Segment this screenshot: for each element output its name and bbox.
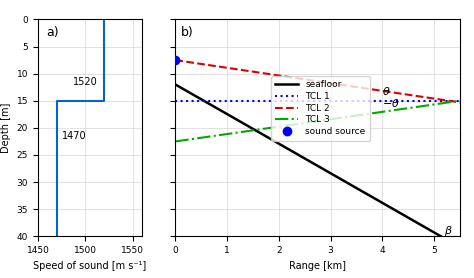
Text: b): b) [181, 26, 194, 39]
Text: $\theta$: $\theta$ [382, 85, 391, 97]
X-axis label: Speed of sound [m s⁻¹]: Speed of sound [m s⁻¹] [34, 260, 146, 270]
Legend: seafloor, TCL 1, TCL 2, TCL 3, sound source: seafloor, TCL 1, TCL 2, TCL 3, sound sou… [271, 76, 370, 141]
Text: a): a) [46, 26, 59, 39]
Text: $-\theta$: $-\theta$ [382, 97, 400, 109]
Y-axis label: Depth [m]: Depth [m] [1, 103, 11, 153]
X-axis label: Range [km]: Range [km] [289, 260, 346, 270]
Text: 1470: 1470 [62, 131, 86, 141]
Text: $\beta$: $\beta$ [444, 224, 453, 238]
Text: 1520: 1520 [73, 76, 98, 86]
